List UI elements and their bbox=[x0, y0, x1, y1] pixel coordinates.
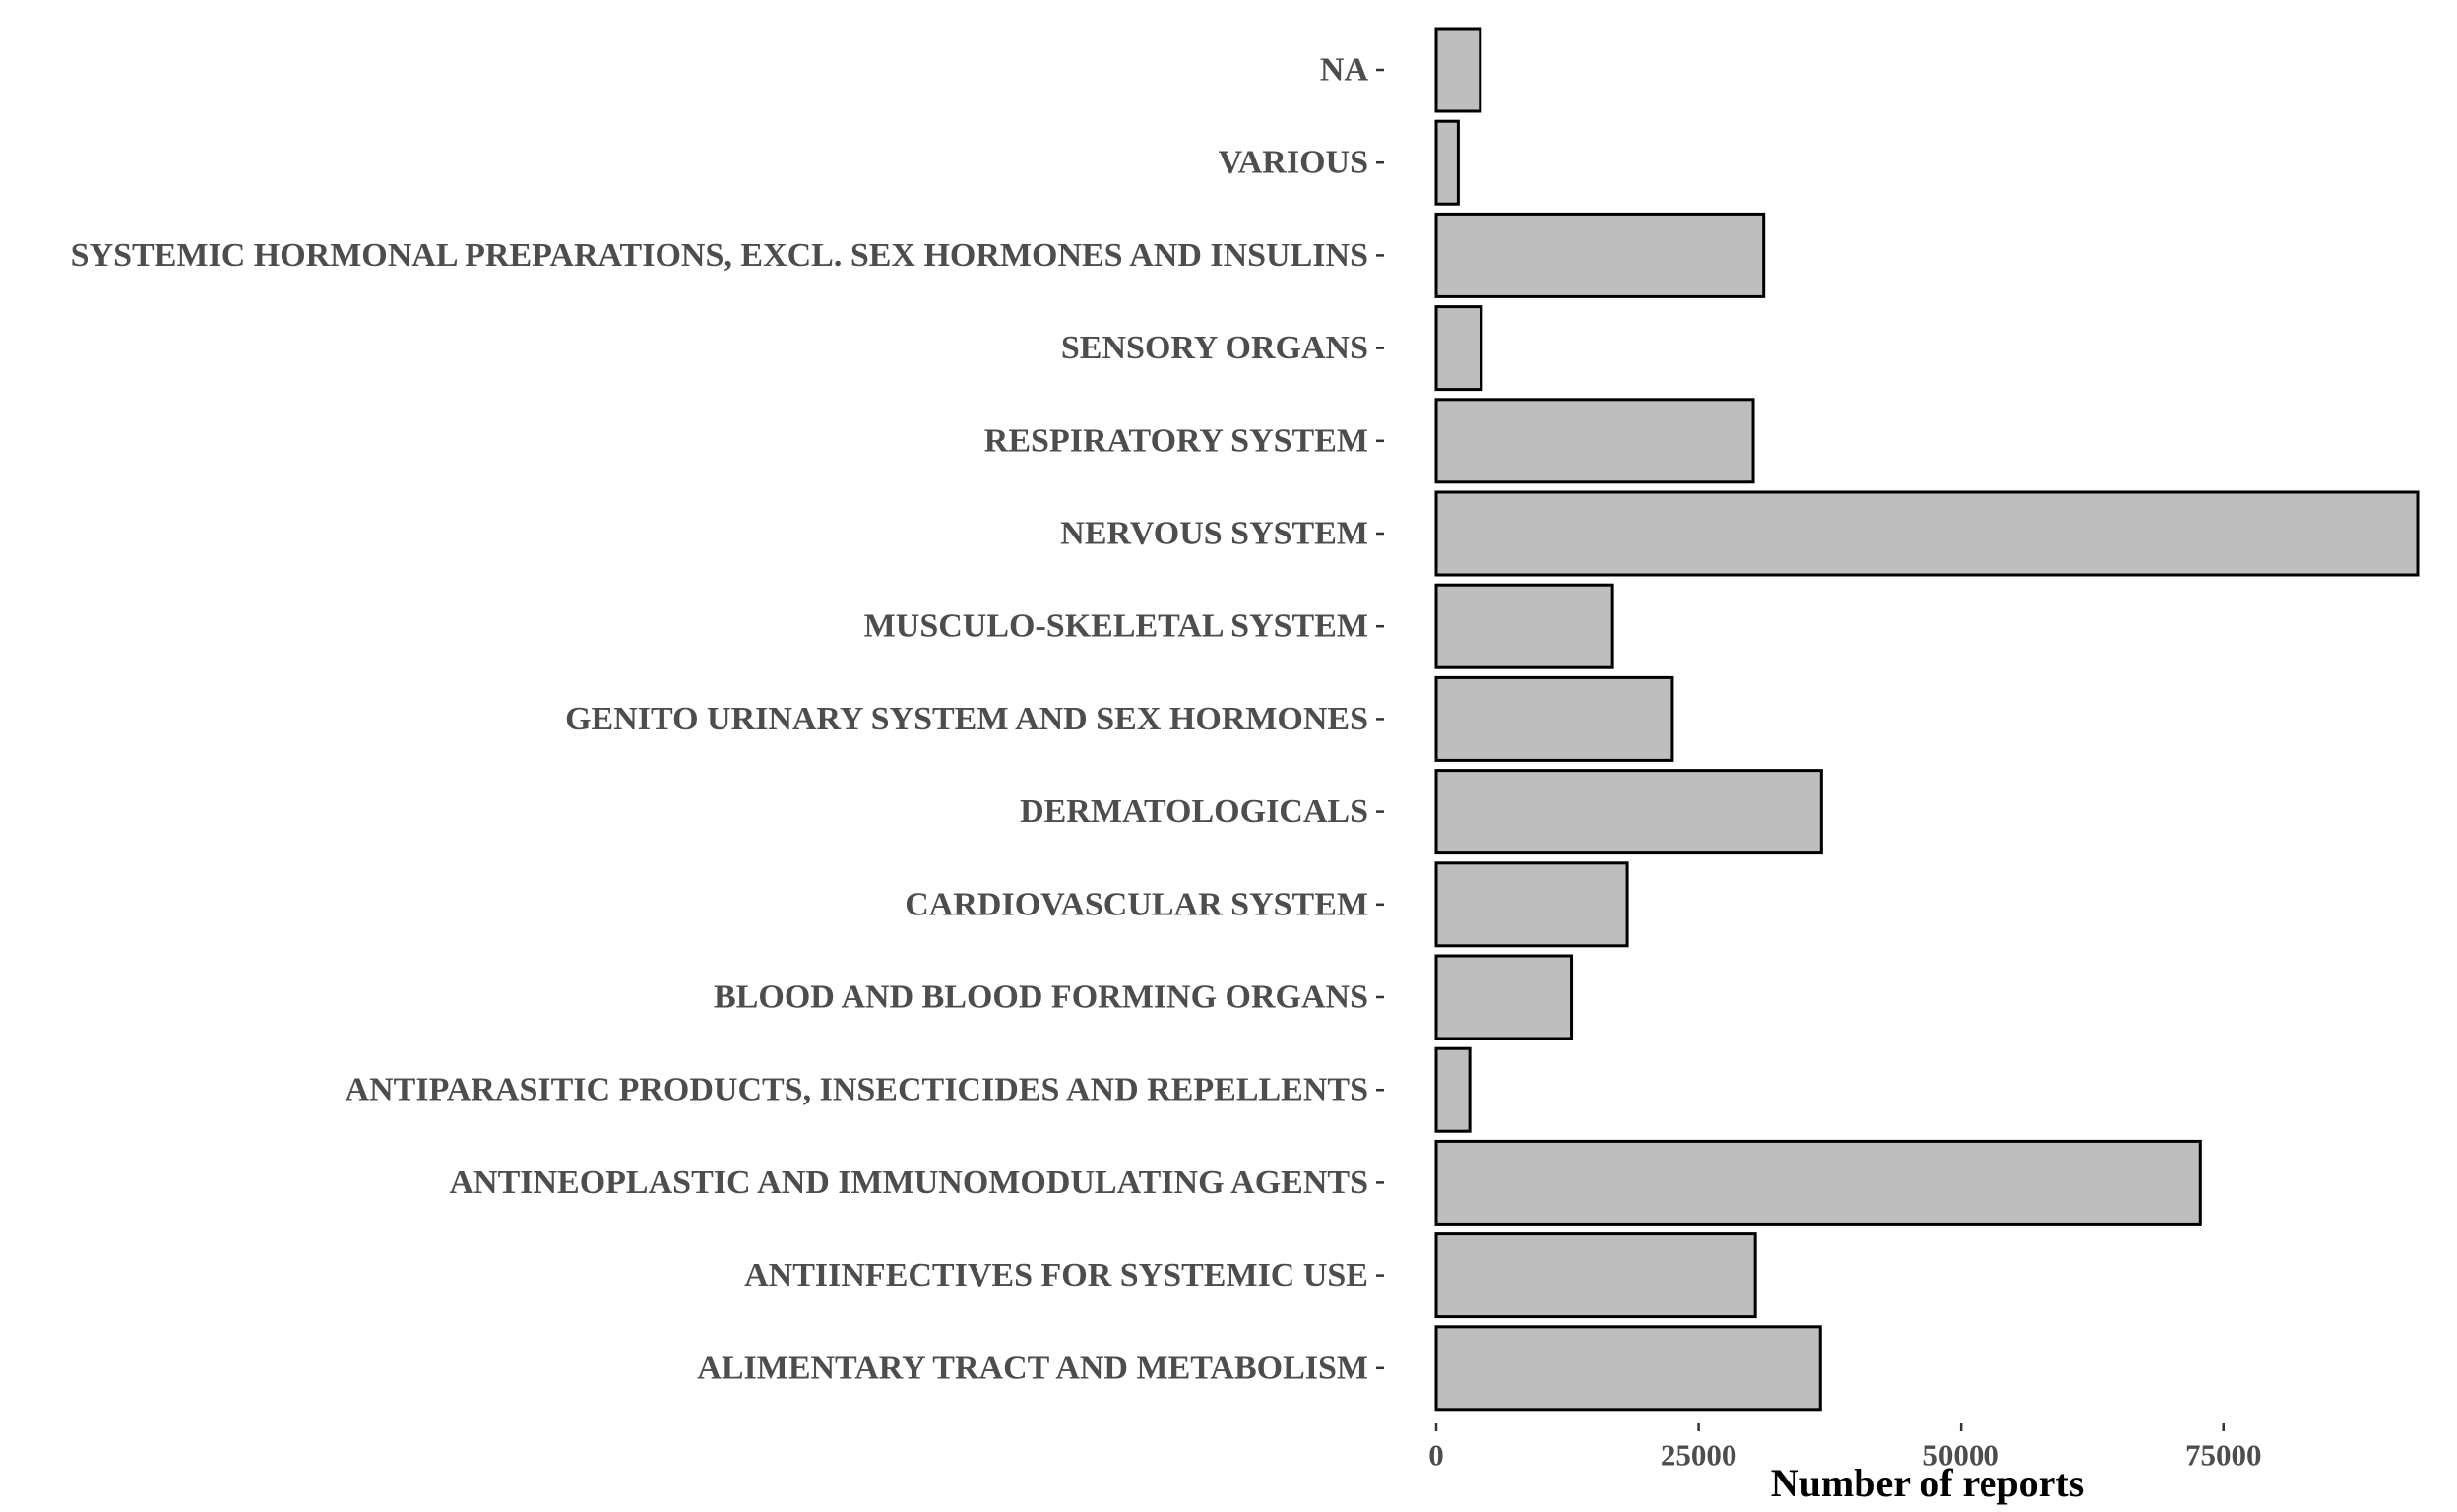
x-axis-title: Number of reports bbox=[1771, 1461, 2084, 1505]
y-tick-label: ANTIINFECTIVES FOR SYSTEMIC USE bbox=[744, 1257, 1368, 1293]
bar-antiparasitic-products-insecticides-and-repellents bbox=[1434, 1046, 1472, 1133]
bar-cardiovascular-system bbox=[1434, 861, 1629, 948]
bar-nervous-system bbox=[1434, 490, 2420, 577]
y-tick-label: ANTIPARASITIC PRODUCTS, INSECTICIDES AND… bbox=[346, 1072, 1368, 1108]
y-tick-label: CARDIOVASCULAR SYSTEM bbox=[905, 886, 1368, 922]
x-tick-label: 0 bbox=[1428, 1438, 1444, 1473]
y-tick-label: SENSORY ORGANS bbox=[1061, 330, 1368, 366]
bar-respiratory-system bbox=[1434, 398, 1755, 484]
y-tick-label: NERVOUS SYSTEM bbox=[1060, 516, 1368, 552]
bar-na bbox=[1434, 27, 1482, 113]
y-tick-label: ANTINEOPLASTIC AND IMMUNOMODULATING AGEN… bbox=[449, 1165, 1368, 1201]
y-tick-label: BLOOD AND BLOOD FORMING ORGANS bbox=[714, 979, 1368, 1016]
x-tick-label: 50000 bbox=[1922, 1438, 1999, 1473]
bar-blood-and-blood-forming-organs bbox=[1434, 954, 1574, 1040]
bar-musculo-skeletal-system bbox=[1434, 583, 1614, 669]
bars-layer bbox=[1434, 27, 2420, 1412]
y-axis-labels: NA VARIOUS SYSTEMIC HORMONAL PREPARATIONS,… bbox=[71, 52, 1384, 1386]
bar-systemic-hormonal-preparations-excl-sex-hormones-and-insulins bbox=[1434, 212, 1766, 298]
y-tick-label: RESPIRATORY SYSTEM bbox=[984, 422, 1368, 459]
y-tick-label: ALIMENTARY TRACT AND METABOLISM bbox=[697, 1350, 1368, 1386]
y-tick-label: NA bbox=[1320, 52, 1369, 89]
y-tick-label: GENITO URINARY SYSTEM AND SEX HORMONES bbox=[565, 701, 1368, 737]
bar-antineoplastic-and-immunomodulating-agents bbox=[1434, 1139, 2202, 1226]
bar-various bbox=[1434, 119, 1460, 206]
y-tick-label: MUSCULO-SKELETAL SYSTEM bbox=[864, 608, 1368, 645]
x-tick-label: 25000 bbox=[1661, 1438, 1737, 1473]
y-tick-label: DERMATOLOGICALS bbox=[1020, 793, 1368, 830]
y-tick-label: SYSTEMIC HORMONAL PREPARATIONS, EXCL. SE… bbox=[71, 237, 1368, 274]
bar-genito-urinary-system-and-sex-hormones bbox=[1434, 675, 1674, 762]
bar-sensory-organs bbox=[1434, 305, 1483, 392]
y-tick-label: VARIOUS bbox=[1219, 145, 1368, 181]
x-tick-label: 75000 bbox=[2185, 1438, 2262, 1473]
bar-antiinfectives-for-systemic-use bbox=[1434, 1232, 1757, 1319]
x-axis: 0 25000 50000 75000 bbox=[1428, 1423, 2261, 1473]
bar-dermatologicals bbox=[1434, 769, 1823, 855]
bar-alimentary-tract-and-metabolism bbox=[1434, 1325, 1822, 1412]
